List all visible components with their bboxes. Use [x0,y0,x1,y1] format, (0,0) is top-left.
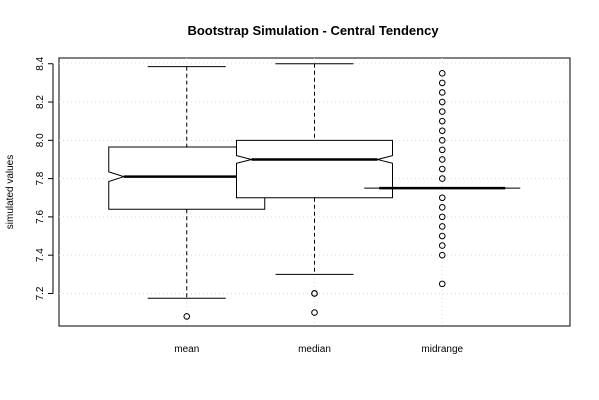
outlier-point [438,213,446,221]
box-median [236,63,393,316]
y-tick-label: 7.2 [35,286,46,300]
y-tick-label: 7.6 [35,209,46,223]
box-midrange [364,70,521,288]
outlier-point [438,98,446,106]
outlier-point [438,156,446,163]
outlier-point [438,70,446,77]
boxes [108,63,521,320]
y-axis: 7.2 7.4 7.6 7.8 8.0 8.2 8.4 [35,56,54,300]
outlier-point [438,146,446,154]
outlier-point [311,309,318,316]
outlier-point [438,242,446,249]
outlier-point [311,290,318,297]
outlier-point [438,108,446,115]
y-axis-label: simulated values [5,155,16,229]
x-tick-label: midrange [421,344,463,355]
y-tick-label: 7.4 [35,248,46,262]
outlier-point [438,79,446,87]
x-axis: mean median midrange [174,344,463,355]
x-tick-label: mean [174,344,199,355]
outlier-point [438,251,446,259]
outlier-point [438,165,446,173]
outlier-point [438,223,446,230]
outlier-point [438,175,446,182]
outlier-point [438,89,446,96]
box-mean [108,66,266,320]
outlier-point [183,313,191,320]
outlier-point [438,194,446,202]
y-tick-label: 8.0 [35,133,46,147]
outlier-point [438,137,446,144]
outlier-point [438,127,446,135]
outlier-point [438,280,446,288]
outlier-point [438,117,446,125]
outlier-point [438,232,446,240]
outlier-point [438,204,446,211]
y-tick-label: 8.2 [35,95,46,109]
chart-title: Bootstrap Simulation - Central Tendency [187,23,439,38]
y-tick-label: 8.4 [35,56,46,70]
y-tick-label: 7.8 [35,171,46,185]
box-body [236,139,393,199]
x-tick-label: median [298,344,331,355]
